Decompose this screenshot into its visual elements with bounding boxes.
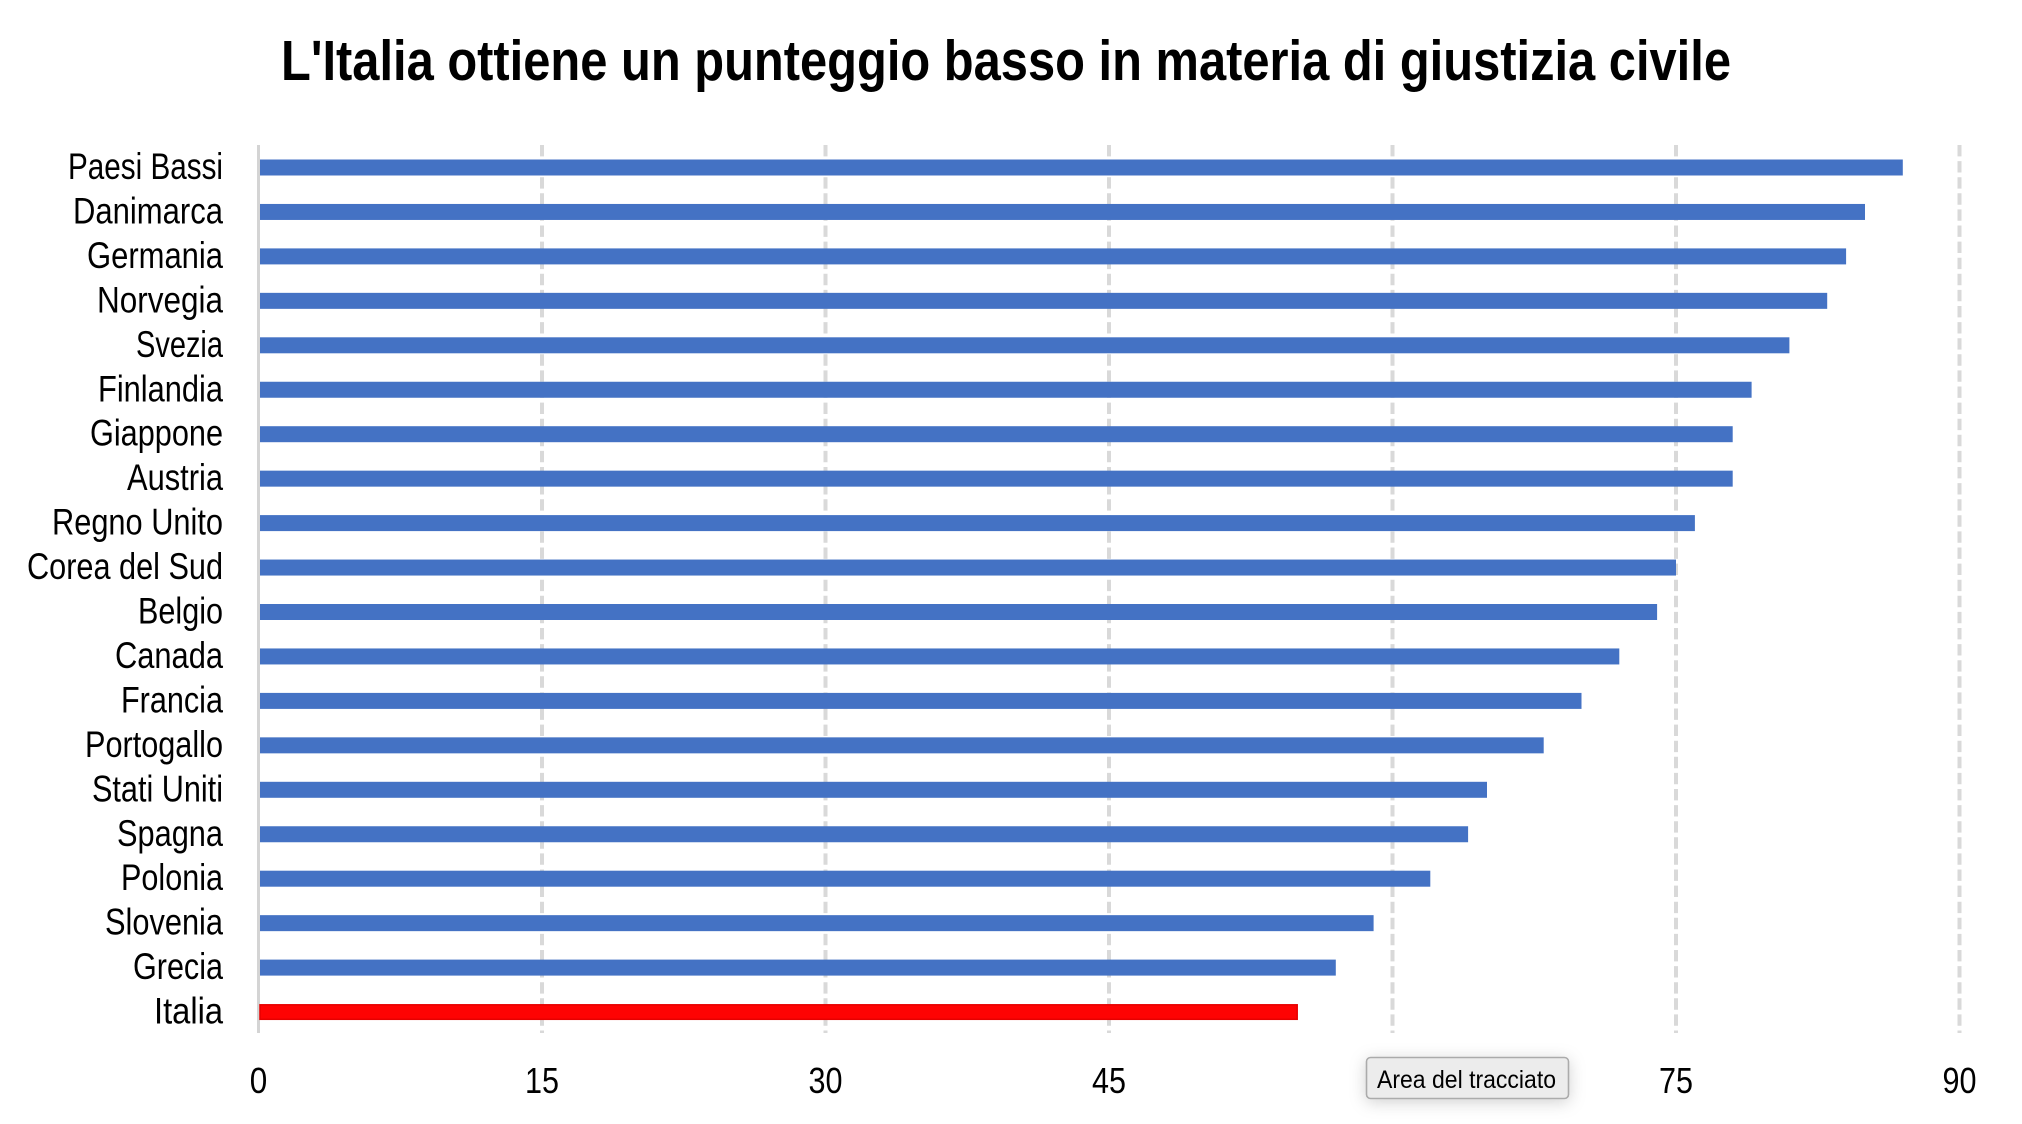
- svg-text:Francia: Francia: [121, 679, 223, 720]
- svg-text:Polonia: Polonia: [121, 857, 223, 898]
- svg-text:Italia: Italia: [154, 991, 223, 1032]
- svg-text:45: 45: [1092, 1060, 1126, 1101]
- svg-text:Grecia: Grecia: [133, 946, 223, 987]
- svg-text:Danimarca: Danimarca: [73, 190, 223, 231]
- svg-text:Corea del Sud: Corea del Sud: [27, 546, 223, 587]
- svg-text:Regno Unito: Regno Unito: [52, 502, 223, 543]
- svg-text:75: 75: [1659, 1060, 1693, 1101]
- svg-text:Canada: Canada: [115, 635, 223, 676]
- svg-text:90: 90: [1943, 1060, 1977, 1101]
- svg-text:Area del tracciato: Area del tracciato: [1377, 1066, 1556, 1094]
- svg-text:Portogallo: Portogallo: [85, 724, 223, 765]
- svg-text:Spagna: Spagna: [117, 813, 223, 854]
- svg-text:Belgio: Belgio: [138, 591, 223, 632]
- svg-text:Svezia: Svezia: [136, 324, 223, 365]
- svg-text:Paesi Bassi: Paesi Bassi: [68, 146, 223, 187]
- svg-text:Austria: Austria: [127, 457, 223, 498]
- svg-text:Germania: Germania: [87, 235, 223, 276]
- svg-text:0: 0: [250, 1060, 268, 1101]
- svg-text:Norvegia: Norvegia: [97, 279, 223, 320]
- svg-text:15: 15: [525, 1060, 559, 1101]
- svg-text:30: 30: [809, 1060, 843, 1101]
- svg-text:Finlandia: Finlandia: [98, 368, 223, 409]
- svg-text:Giappone: Giappone: [90, 413, 223, 454]
- svg-text:Slovenia: Slovenia: [105, 902, 223, 943]
- svg-text:Stati Uniti: Stati Uniti: [92, 768, 223, 809]
- svg-text:L'Italia ottiene un punteggio: L'Italia ottiene un punteggio basso in m…: [281, 29, 1731, 92]
